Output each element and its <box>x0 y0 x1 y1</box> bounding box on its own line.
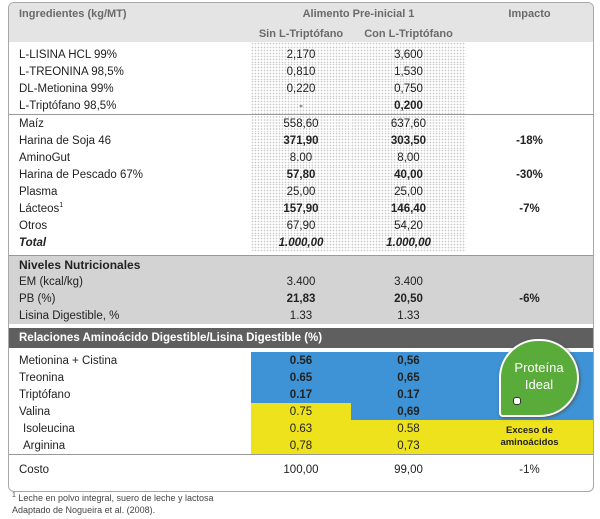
cell: 0,78 <box>251 437 351 455</box>
cell: 25,00 <box>251 183 351 200</box>
cell: 0,810 <box>251 63 351 80</box>
cell: 0.56 <box>251 352 351 369</box>
header: Ingredientes (kg/MT) <box>9 3 251 25</box>
cell: 1.33 <box>351 307 466 324</box>
cell: 3.400 <box>351 273 466 290</box>
cell: 0,73 <box>351 437 466 455</box>
cell: 67,90 <box>251 217 351 234</box>
row-label: Treonina <box>19 371 64 384</box>
cell: 146,40 <box>351 200 466 217</box>
cell: 0,56 <box>351 352 466 369</box>
cell: 3,600 <box>351 46 466 63</box>
row-label: Maíz <box>9 114 251 132</box>
cell: 637,60 <box>351 114 466 132</box>
cell: 0,750 <box>351 80 466 97</box>
cell: 0.65 <box>251 369 351 386</box>
cell: 1.000,00 <box>251 234 351 251</box>
cell: 0.75 <box>251 403 351 420</box>
row-label: Valina <box>19 405 51 418</box>
cell: 3.400 <box>251 273 351 290</box>
cell: 57,80 <box>251 166 351 183</box>
impact: -7% <box>519 202 540 215</box>
note-line: Exceso de <box>506 425 553 436</box>
row-label: L-TREONINA 98,5% <box>19 65 124 78</box>
cell: 0,65 <box>351 369 466 386</box>
cell: 0,69 <box>351 403 466 420</box>
cell: 8.00 <box>251 149 351 166</box>
cell: 558,60 <box>251 114 351 132</box>
row-label: Lácteos <box>19 202 60 215</box>
cell: 25,00 <box>351 183 466 200</box>
row-label: L-Triptófano 98,5% <box>19 99 117 112</box>
header: Con L-Triptófano <box>351 25 466 42</box>
row-label: L-LISINA HCL 99% <box>19 48 118 61</box>
row-label: Otros <box>19 219 48 232</box>
header: Alimento Pre-inicial 1 <box>251 3 466 25</box>
section-title: Niveles Nutricionales <box>9 255 251 273</box>
cell: 1.000,00 <box>351 234 466 251</box>
header: Sin L-Triptófano <box>251 25 351 42</box>
cell: 1.33 <box>251 307 351 324</box>
badge-line: Ideal <box>524 377 554 392</box>
footnote: 1 Leche en polvo integral, suero de lech… <box>12 492 214 503</box>
row-label: AminoGut <box>19 151 71 164</box>
row-label: DL-Metionina 99% <box>19 82 114 95</box>
footnote-text: Leche en polvo integral, suero de leche … <box>18 493 214 503</box>
badge-dot <box>513 397 521 405</box>
section-title: Relaciones Aminoácido Digestible/Lisina … <box>9 328 593 348</box>
cell: 0.63 <box>251 420 351 437</box>
cell: 0,220 <box>251 80 351 97</box>
row-label: Total <box>19 236 47 249</box>
row-label: Plasma <box>19 185 58 198</box>
row-label: Metionina + Cistina <box>19 354 118 367</box>
row-label: Costo <box>9 454 251 485</box>
cell: 8,00 <box>351 149 466 166</box>
row-label-cell: Lácteos1 <box>9 200 251 217</box>
note-line: aminoácidos <box>500 437 559 448</box>
row-label: Triptófano <box>19 388 71 401</box>
cell: 0.58 <box>351 420 466 437</box>
source: Adaptado de Nogueira et al. (2008). <box>12 505 156 515</box>
row-label: Isoleucina <box>23 422 75 435</box>
cell: 303,50 <box>351 132 466 149</box>
cell: 21,83 <box>251 290 351 307</box>
header: Impacto <box>466 3 593 25</box>
badge-line: Proteína <box>514 360 564 375</box>
cell: 0.17 <box>351 386 466 403</box>
footnote-mark: 1 <box>59 202 64 210</box>
row-label: Lisina Digestible, % <box>9 307 251 324</box>
badge: Proteína Ideal <box>499 339 579 417</box>
footnote-mark: 1 <box>12 492 16 499</box>
cell: 54,20 <box>351 217 466 234</box>
row-label: Arginina <box>23 439 66 452</box>
row-label: Harina de Soja 46 <box>19 134 112 147</box>
cell: 1,530 <box>351 63 466 80</box>
impact: -1% <box>466 454 593 485</box>
impact: -30% <box>516 168 543 181</box>
table-frame: Ingredientes (kg/MT) Alimento Pre-inicial… <box>8 2 594 492</box>
row-label: Harina de Pescado 67% <box>19 168 144 181</box>
row-label: PB (%) <box>9 290 251 307</box>
note: Exceso de aminoácidos <box>466 420 593 455</box>
cell: 40,00 <box>351 166 466 183</box>
cell: - <box>251 97 351 115</box>
cell: 2,170 <box>251 46 351 63</box>
cell: 0,200 <box>351 97 466 115</box>
cell: 20,50 <box>351 290 466 307</box>
cell: 100,00 <box>251 454 351 485</box>
cell: 99,00 <box>351 454 466 485</box>
cell: 0.17 <box>251 386 351 403</box>
cell: 157,90 <box>251 200 351 217</box>
impact: -18% <box>516 134 543 147</box>
cell: 371,90 <box>251 132 351 149</box>
impact: -6% <box>466 273 593 324</box>
row-label: EM (kcal/kg) <box>9 273 251 290</box>
